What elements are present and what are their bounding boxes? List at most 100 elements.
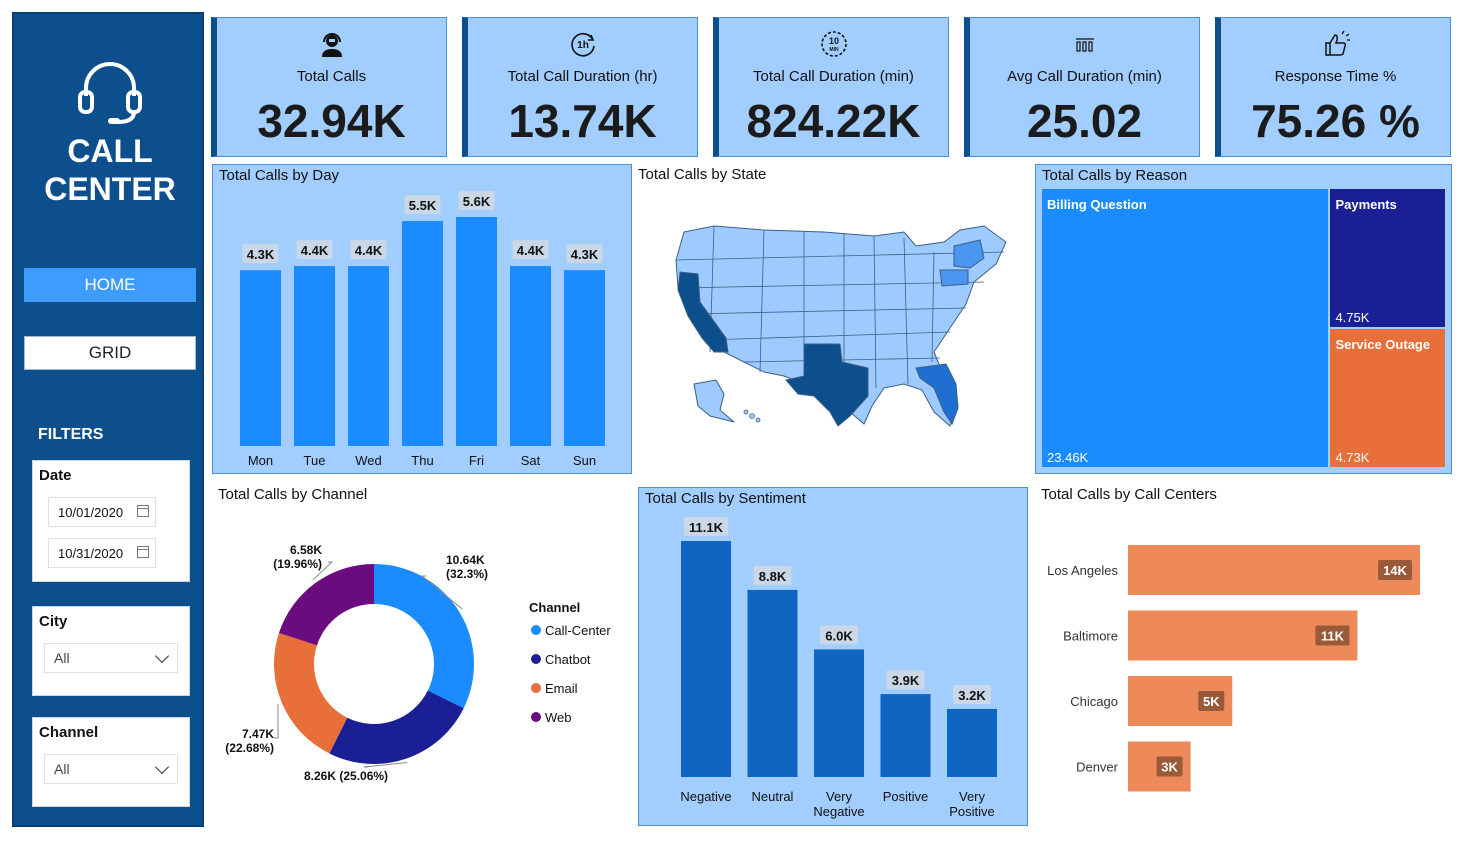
legend-marker[interactable] — [531, 654, 541, 664]
centers-bar-chart: Los Angeles 14K Baltimore 11K Chicago 5K Denve… — [1047, 545, 1420, 792]
sentiment-tick-label: Positive — [949, 804, 995, 819]
center-tick-label: Los Angeles — [1047, 563, 1118, 578]
kpi-value: 824.22K — [746, 95, 921, 147]
kpi-total-call-duration-min: 10 MIN Total Call Duration (min) 824.22K — [713, 17, 949, 157]
sentiment-bar[interactable] — [880, 694, 931, 777]
grid-nav-button[interactable]: GRID — [24, 336, 196, 370]
calendar-icon[interactable] — [137, 505, 149, 517]
center-bar[interactable] — [1128, 545, 1420, 595]
donut-leader-line — [274, 704, 279, 739]
treemap-tile-value: 4.73K — [1335, 449, 1370, 465]
sidebar: CALL CENTER HOME GRID FILTERS Date 10/01… — [12, 12, 204, 827]
sentiment-bar-chart: 11.1KNegative8.8KNeutral6.0KVeryNegative… — [680, 517, 997, 819]
center-data-label: 14K — [1383, 563, 1407, 578]
day-data-label-bg — [566, 244, 603, 264]
center-data-label: 3K — [1161, 760, 1178, 775]
day-tick-label: Tue — [304, 453, 326, 468]
center-data-label-bg — [1315, 625, 1350, 646]
day-data-label: 4.4K — [355, 243, 383, 258]
day-data-label: 5.5K — [409, 198, 437, 213]
sentiment-bar[interactable] — [681, 541, 731, 777]
kpi-avg-call-duration: Avg Call Duration (min) 25.02 — [964, 17, 1200, 157]
centers-chart-title: Total Calls by Call Centers — [1041, 486, 1217, 503]
app-title-line2: CENTER — [44, 171, 176, 207]
treemap-tile[interactable]: Service Outage 4.73K — [1330, 329, 1445, 467]
donut-slice[interactable] — [278, 564, 374, 646]
donut-leader-line — [312, 561, 334, 581]
treemap-tile[interactable]: Payments 4.75K — [1330, 189, 1445, 328]
city-select[interactable]: All — [44, 643, 178, 673]
1h-clock-icon: 1h — [570, 33, 595, 57]
sentiment-bar[interactable] — [814, 649, 864, 777]
sentiment-data-label-bg — [953, 684, 991, 704]
sentiment-tick-label: Very — [959, 789, 986, 804]
day-bar[interactable] — [456, 217, 497, 446]
filters-heading: FILTERS — [38, 426, 104, 443]
legend-entry[interactable]: Web — [545, 710, 572, 725]
day-tick-label: Thu — [411, 453, 433, 468]
kpi-total-calls: Total Calls 32.94K — [211, 17, 447, 157]
donut-slice[interactable] — [374, 564, 474, 709]
svg-text:10: 10 — [828, 36, 838, 46]
day-tick-label: Wed — [355, 453, 382, 468]
state-map-panel: Total Calls by State — [634, 164, 1030, 474]
treemap-tile-value: 4.75K — [1335, 310, 1370, 326]
center-tick-label: Denver — [1076, 760, 1119, 775]
kpi-label: Avg Call Duration (min) — [1007, 68, 1162, 85]
donut-data-label-pct: (19.96%) — [273, 557, 322, 571]
channel-select[interactable]: All — [44, 754, 178, 784]
sentiment-tick-label: Negative — [813, 804, 864, 819]
sentiment-tick-label: Negative — [680, 789, 731, 804]
legend-entry[interactable]: Call-Center — [545, 623, 611, 638]
day-bar[interactable] — [294, 266, 335, 446]
center-data-label: 11K — [1321, 629, 1345, 644]
home-nav-button[interactable]: HOME — [24, 268, 196, 302]
day-bar[interactable] — [564, 270, 605, 446]
sentiment-data-label-bg — [684, 517, 728, 536]
day-bar[interactable] — [510, 266, 551, 446]
day-data-label: 5.6K — [463, 194, 491, 209]
legend-entry[interactable]: Email — [545, 681, 578, 696]
channel-donut-chart: 10.64K(32.3%) 8.26K (25.06%) 7.47K(22.68%)… — [225, 543, 611, 783]
donut-slice[interactable] — [329, 690, 464, 764]
day-chart-panel: Total Calls by Day 4.3K Mon 4.4K Tue 4.4K Wed… — [212, 164, 632, 474]
day-bar[interactable] — [348, 266, 389, 446]
headset-agent-icon — [321, 33, 342, 57]
legend-marker[interactable] — [531, 712, 541, 722]
kpi-response-time: Response Time % 75.26 % — [1215, 17, 1451, 157]
treemap-tile-value: 23.46K — [1047, 450, 1089, 465]
thumbs-up-icon — [1324, 30, 1350, 56]
treemap-tile[interactable]: Billing Question 23.46K — [1042, 189, 1329, 467]
legend-entry[interactable]: Chatbot — [545, 652, 591, 667]
legend-marker[interactable] — [531, 625, 541, 635]
kpi-label: Total Call Duration (min) — [753, 68, 914, 85]
donut-data-label: 7.47K — [242, 727, 274, 741]
app-title-line1: CALL — [67, 133, 153, 169]
sentiment-bar[interactable] — [747, 589, 798, 777]
us-state-map[interactable] — [654, 212, 1014, 442]
day-bar[interactable] — [402, 221, 443, 446]
channel-filter-label: Channel — [39, 724, 99, 741]
donut-data-label: 10.64K — [446, 553, 485, 567]
day-bar[interactable] — [240, 270, 281, 446]
city-filter: City All — [32, 606, 190, 696]
day-data-label: 4.3K — [247, 247, 275, 262]
centers-chart-panel: Total Calls by Call Centers Los Angeles 1… — [1035, 484, 1452, 824]
start-date-input[interactable]: 10/01/2020 — [48, 497, 156, 527]
legend-marker[interactable] — [531, 683, 541, 693]
day-tick-label: Sat — [521, 453, 541, 468]
calendar-icon[interactable] — [137, 546, 149, 558]
state-map-title: Total Calls by State — [638, 166, 767, 183]
donut-slice[interactable] — [274, 632, 348, 754]
sentiment-bar[interactable] — [947, 708, 997, 777]
day-data-label-bg — [458, 191, 495, 210]
donut-data-label-pct: (32.3%) — [446, 567, 488, 581]
start-date-value: 10/01/2020 — [58, 504, 124, 520]
headset-logo-icon — [78, 62, 142, 124]
center-data-label-bg — [1378, 560, 1412, 580]
end-date-input[interactable]: 10/31/2020 — [48, 538, 156, 568]
donut-leader-line — [420, 575, 463, 610]
donut-data-label: 6.58K — [290, 543, 322, 557]
day-data-label: 4.4K — [517, 243, 545, 258]
kpi-label: Total Call Duration (hr) — [507, 68, 658, 85]
